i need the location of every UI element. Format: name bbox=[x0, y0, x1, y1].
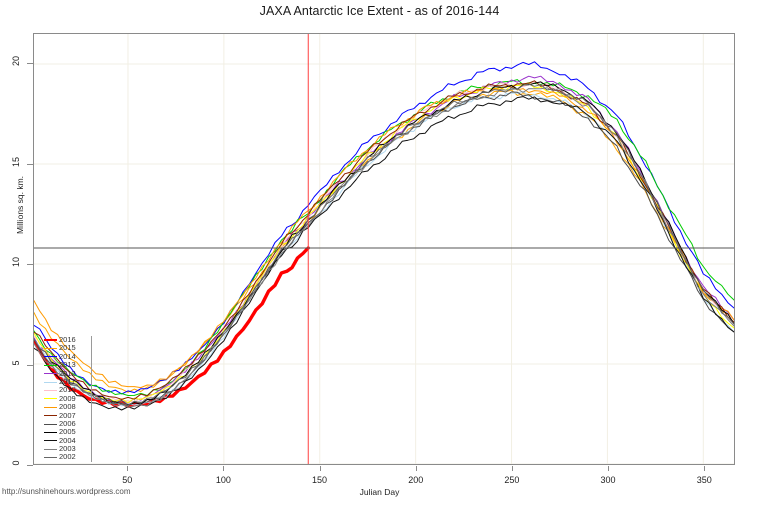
y-tick-mark bbox=[27, 63, 33, 65]
legend-label: 2003 bbox=[59, 444, 76, 454]
annotation-lines bbox=[34, 34, 734, 464]
legend-item-2009[interactable]: 2009 bbox=[44, 393, 89, 403]
legend-item-2016[interactable]: 2016 bbox=[44, 335, 89, 344]
legend-item-2005[interactable]: 2005 bbox=[44, 427, 89, 437]
y-tick-label-5: 5 bbox=[11, 360, 21, 366]
legend-label: 2012 bbox=[59, 368, 76, 378]
x-tick-mark bbox=[319, 466, 321, 471]
plot-area bbox=[33, 33, 735, 465]
series-line-2016 bbox=[34, 248, 308, 406]
legend-swatch-2013 bbox=[44, 364, 57, 366]
series-line-2013 bbox=[34, 80, 734, 396]
series-line-2002 bbox=[34, 84, 734, 406]
x-tick-label-150: 150 bbox=[312, 475, 328, 485]
legend-swatch-2002 bbox=[44, 457, 57, 459]
x-tick-label-50: 50 bbox=[122, 475, 133, 485]
legend-item-2012[interactable]: 2012 bbox=[44, 368, 89, 378]
legend-label: 2014 bbox=[59, 351, 76, 361]
y-tick-mark bbox=[27, 465, 33, 466]
legend-item-2014[interactable]: 2014 bbox=[44, 351, 89, 361]
y-tick-mark bbox=[27, 364, 33, 366]
legend-swatch-2003 bbox=[44, 448, 57, 450]
series-line-2008 bbox=[34, 86, 734, 388]
x-axis-title: Julian Day bbox=[359, 487, 400, 497]
x-tick-mark bbox=[511, 466, 513, 471]
legend-item-2002[interactable]: 2002 bbox=[44, 453, 89, 461]
legend-label: 2015 bbox=[59, 343, 76, 353]
legend-swatch-2016 bbox=[44, 339, 57, 342]
x-tick-mark bbox=[223, 466, 225, 471]
legend-item-2015[interactable]: 2015 bbox=[44, 343, 89, 353]
x-tick-label-350: 350 bbox=[696, 475, 712, 485]
legend-label: 2010 bbox=[59, 385, 76, 395]
legend-label: 2004 bbox=[59, 435, 76, 445]
legend-label: 2008 bbox=[59, 402, 76, 412]
y-tick-label-15: 15 bbox=[11, 156, 21, 167]
legend-swatch-2012 bbox=[44, 373, 57, 375]
x-tick-label-100: 100 bbox=[215, 475, 231, 485]
series-line-2010 bbox=[34, 82, 734, 402]
series-line-2005 bbox=[34, 82, 734, 406]
legend-label: 2005 bbox=[59, 427, 76, 437]
legend-item-2006[interactable]: 2006 bbox=[44, 418, 89, 428]
watermark-url: http://sunshinehours.wordpress.com bbox=[2, 487, 131, 496]
chart-svg bbox=[34, 34, 734, 464]
legend-item-2010[interactable]: 2010 bbox=[44, 385, 89, 395]
legend-label: 2011 bbox=[59, 376, 76, 386]
legend-item-2003[interactable]: 2003 bbox=[44, 444, 89, 454]
y-tick-mark bbox=[27, 264, 33, 266]
legend-item-2007[interactable]: 2007 bbox=[44, 410, 89, 420]
legend-label: 2007 bbox=[59, 410, 76, 420]
legend: 2016 2015 2014 2013 2012 2011 2010 2009 2008 2007… bbox=[44, 335, 92, 462]
series-line-2014 bbox=[34, 62, 734, 394]
data-series-group bbox=[34, 62, 734, 410]
legend-item-2013[interactable]: 2013 bbox=[44, 360, 89, 370]
x-tick-label-250: 250 bbox=[504, 475, 520, 485]
x-tick-mark bbox=[608, 466, 610, 471]
legend-swatch-2005 bbox=[44, 431, 57, 433]
legend-label: 2006 bbox=[59, 418, 76, 428]
series-line-2012 bbox=[34, 76, 734, 403]
legend-swatch-2004 bbox=[44, 440, 57, 442]
legend-swatch-2010 bbox=[44, 390, 57, 392]
x-tick-mark bbox=[415, 466, 417, 471]
legend-label: 2013 bbox=[59, 360, 76, 370]
series-line-2007 bbox=[34, 81, 734, 400]
series-line-2009 bbox=[34, 83, 734, 403]
y-axis-title: Millions sq. km. bbox=[15, 175, 25, 235]
y-tick-label-10: 10 bbox=[11, 257, 21, 268]
x-tick-mark bbox=[704, 466, 706, 471]
legend-item-2004[interactable]: 2004 bbox=[44, 435, 89, 445]
series-line-2003 bbox=[34, 88, 734, 408]
legend-label: 2002 bbox=[59, 452, 76, 462]
y-tick-label-0: 0 bbox=[11, 460, 21, 466]
gridlines bbox=[34, 34, 734, 464]
legend-swatch-2015 bbox=[44, 348, 57, 350]
y-tick-mark bbox=[27, 163, 33, 165]
x-tick-label-300: 300 bbox=[600, 475, 616, 485]
legend-item-2008[interactable]: 2008 bbox=[44, 402, 89, 412]
legend-item-2011[interactable]: 2011 bbox=[44, 376, 89, 386]
x-tick-label-200: 200 bbox=[408, 475, 424, 485]
legend-swatch-2009 bbox=[44, 398, 57, 400]
legend-swatch-2014 bbox=[44, 356, 57, 358]
legend-label: 2016 bbox=[59, 335, 76, 344]
x-tick-mark bbox=[127, 466, 129, 471]
chart-title: JAXA Antarctic Ice Extent - as of 2016-1… bbox=[259, 4, 500, 18]
legend-swatch-2011 bbox=[44, 381, 57, 383]
legend-label: 2009 bbox=[59, 393, 76, 403]
legend-swatch-2008 bbox=[44, 406, 57, 408]
legend-swatch-2007 bbox=[44, 415, 57, 417]
legend-swatch-2006 bbox=[44, 423, 57, 425]
y-tick-label-20: 20 bbox=[11, 56, 21, 67]
